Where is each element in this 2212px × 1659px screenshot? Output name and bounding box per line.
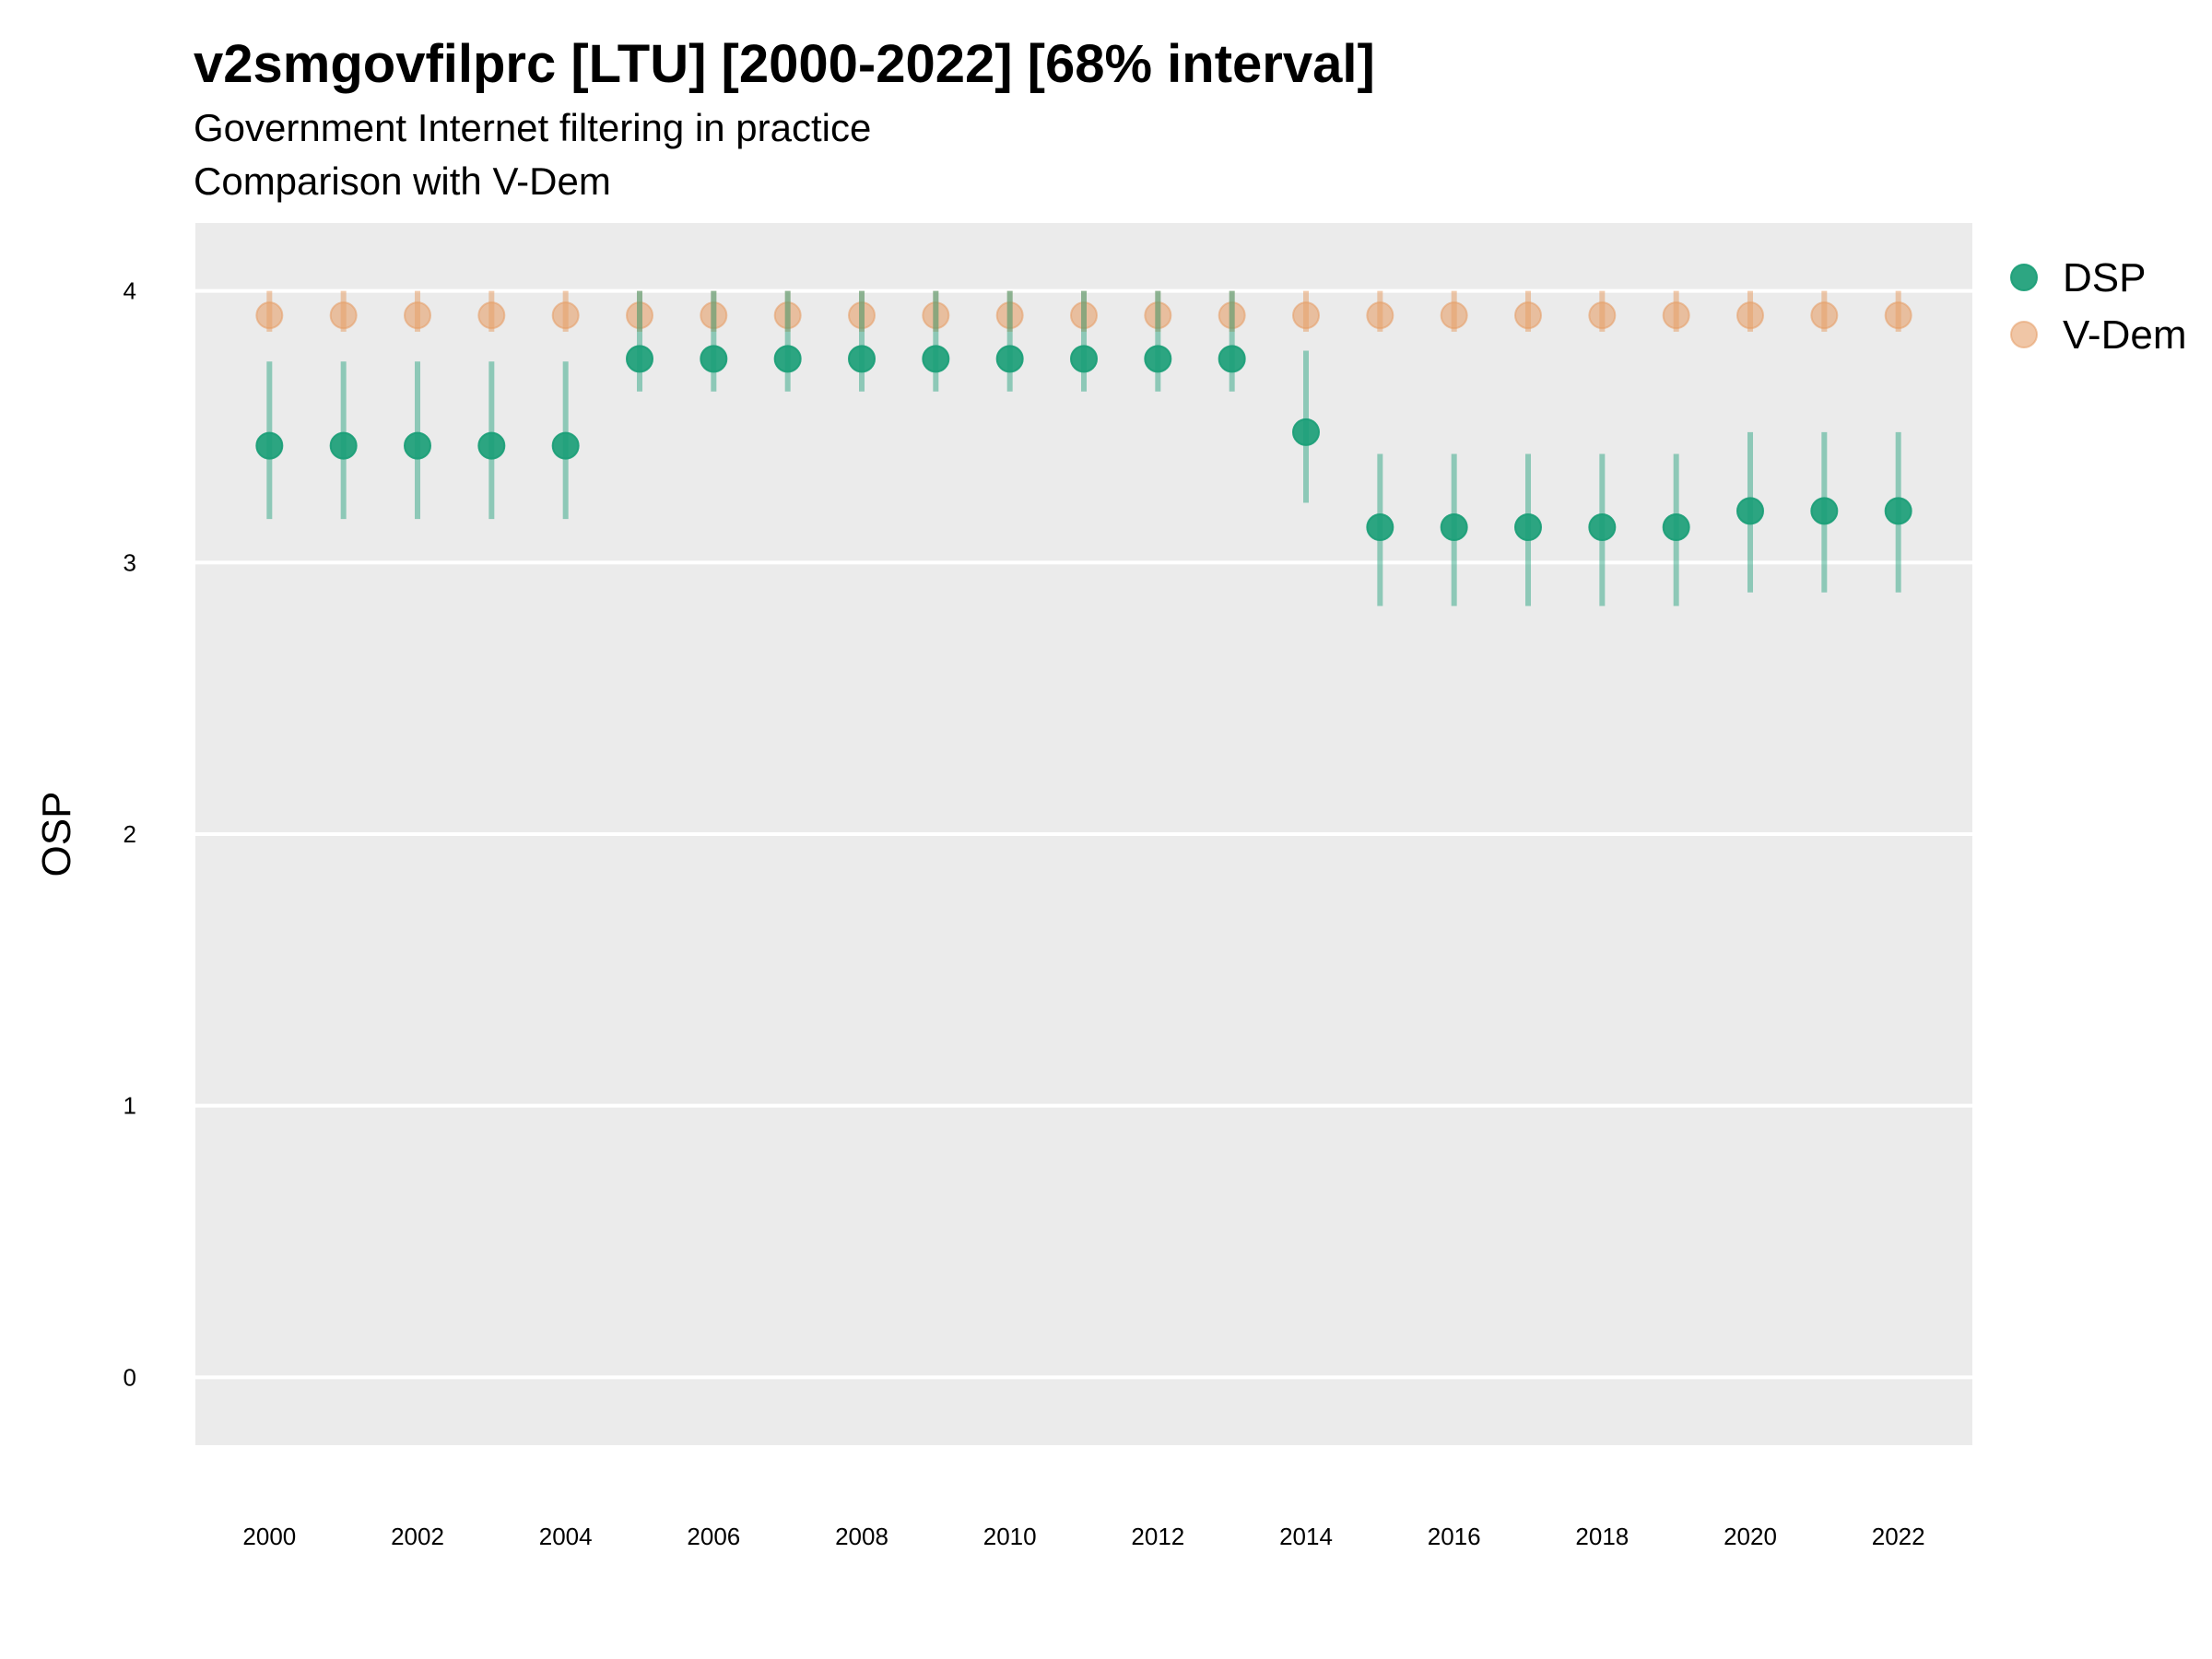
v-dem-point-2015 [1366, 301, 1394, 330]
x-tick-label-2016: 2016 [1428, 1523, 1481, 1550]
v-dem-point-2010 [995, 301, 1024, 330]
chart-subtitle: Government Internet filtering in practic… [194, 106, 872, 149]
legend-label-dsp: DSP [2063, 255, 2146, 300]
x-tick-label-2004: 2004 [539, 1523, 593, 1550]
y-axis-ticks: 0 1 2 3 4 [124, 277, 136, 1392]
dsp-point-2018 [1588, 513, 1617, 542]
y-tick-label-1: 1 [124, 1092, 136, 1120]
dsp-point-2016 [1440, 513, 1468, 542]
x-tick-label-2006: 2006 [687, 1523, 740, 1550]
dsp-point-2004 [551, 431, 580, 460]
dsp-point-2014 [1292, 418, 1320, 446]
v-dem-point-2021 [1810, 301, 1839, 330]
y-tick-label-2: 2 [124, 820, 136, 848]
v-dem-point-2004 [551, 301, 580, 330]
dsp-point-2017 [1514, 513, 1542, 542]
x-axis-ticks: 2000 2002 2004 2006 2008 2010 2012 2014 2016 2018… [242, 1523, 1924, 1550]
v-dem-point-2000 [255, 301, 284, 330]
dsp-point-2009 [922, 345, 950, 373]
legend: DSP V-Dem [2010, 255, 2186, 358]
v-dem-point-2002 [404, 301, 431, 330]
v-dem-point-2014 [1292, 301, 1320, 330]
dsp-point-2021 [1810, 497, 1839, 525]
legend-label-v-dem: V-Dem [2063, 312, 2186, 358]
x-tick-label-2020: 2020 [1724, 1523, 1777, 1550]
y-tick-label-4: 4 [124, 277, 136, 305]
dsp-point-2003 [477, 431, 506, 460]
y-axis-title: OSP [34, 792, 79, 877]
v-dem-point-2012 [1144, 301, 1172, 330]
v-dem-point-2018 [1588, 301, 1617, 330]
dsp-point-2005 [626, 345, 653, 373]
v-dem-point-2017 [1514, 301, 1542, 330]
v-dem-point-2019 [1662, 301, 1690, 330]
dsp-point-2002 [404, 431, 431, 460]
v-dem-point-2003 [477, 301, 506, 330]
x-tick-label-2014: 2014 [1279, 1523, 1333, 1550]
v-dem-point-2007 [773, 301, 802, 330]
dsp-point-2012 [1144, 345, 1172, 373]
v-dem-point-2022 [1884, 301, 1912, 330]
v-dem-point-2006 [700, 301, 728, 330]
v-dem-point-2016 [1440, 301, 1468, 330]
v-dem-point-2005 [626, 301, 653, 330]
data-marks [255, 290, 1912, 606]
legend-key-dsp [2010, 264, 2038, 291]
v-dem-point-2001 [329, 301, 358, 330]
v-dem-point-2009 [922, 301, 950, 330]
chart-subtitle-comparison: Comparison with V-Dem [194, 159, 611, 203]
series-dsp [255, 290, 1912, 606]
dsp-point-2010 [995, 345, 1024, 373]
dsp-point-2007 [773, 345, 802, 373]
dsp-point-2011 [1070, 345, 1098, 373]
x-tick-label-2000: 2000 [242, 1523, 296, 1550]
series-v-dem [255, 290, 1912, 332]
y-tick-label-3: 3 [124, 548, 136, 576]
x-tick-label-2022: 2022 [1872, 1523, 1925, 1550]
dsp-point-2022 [1884, 497, 1912, 525]
dsp-point-2006 [700, 345, 728, 373]
dsp-point-2008 [848, 345, 876, 373]
dsp-point-2020 [1736, 497, 1764, 525]
legend-key-v-dem [2010, 321, 2038, 348]
dsp-point-2019 [1662, 513, 1690, 542]
y-tick-label-0: 0 [124, 1363, 136, 1391]
v-dem-point-2013 [1218, 301, 1246, 330]
dsp-point-2015 [1366, 513, 1394, 542]
x-tick-label-2010: 2010 [983, 1523, 1037, 1550]
chart-title: v2smgovfilprc [LTU] [2000-2022] [68% int… [194, 34, 1375, 94]
x-tick-label-2002: 2002 [391, 1523, 444, 1550]
dsp-point-2000 [255, 431, 284, 460]
x-tick-label-2012: 2012 [1131, 1523, 1184, 1550]
x-tick-label-2018: 2018 [1575, 1523, 1629, 1550]
x-tick-label-2008: 2008 [835, 1523, 888, 1550]
dsp-point-2001 [329, 431, 358, 460]
v-dem-point-2020 [1736, 301, 1764, 330]
v-dem-point-2008 [848, 301, 876, 330]
v-dem-point-2011 [1070, 301, 1098, 330]
dsp-point-2013 [1218, 345, 1246, 373]
